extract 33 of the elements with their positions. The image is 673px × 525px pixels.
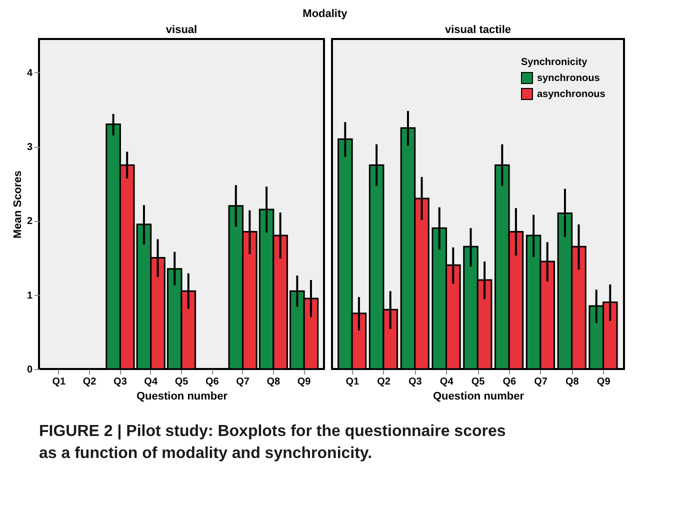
y-tick-label: 2 (26, 216, 33, 228)
legend-label: synchronous (537, 73, 600, 84)
x-tick-label: Q1 (346, 376, 360, 388)
x-tick-label: Q9 (297, 376, 312, 388)
x-tick-label: Q4 (144, 376, 158, 388)
y-tick-label: 3 (26, 142, 33, 154)
x-tick-label: Q5 (471, 376, 486, 388)
legend-title: Synchronicity (521, 57, 588, 68)
x-tick-label: Q7 (534, 376, 548, 388)
x-axis-title: Question number (136, 390, 228, 402)
x-tick-label: Q9 (596, 376, 611, 388)
y-tick-label: 0 (26, 364, 33, 376)
x-tick-label: Q6 (205, 376, 220, 388)
chart-title: visual (166, 24, 198, 36)
x-tick-label: Q4 (440, 376, 454, 388)
x-tick-label: Q3 (408, 376, 422, 388)
chart-title: visual tactile (444, 24, 512, 36)
text: Modality (302, 8, 348, 20)
x-tick-label: Q5 (174, 376, 189, 388)
legend-label: asynchronous (537, 89, 606, 100)
caption: FIGURE 2 | Pilot study: Boxplots for the questionnaire scores as a function of modality and synchronicity. (39, 423, 506, 462)
x-tick-label: Q8 (266, 376, 281, 388)
x-tick-label: Q6 (502, 376, 517, 388)
x-tick-label: Q2 (82, 376, 97, 388)
x-tick-label: Q3 (114, 376, 128, 388)
x-tick-label: Q2 (377, 376, 391, 388)
y-tick-label: 4 (26, 68, 33, 79)
y-axis-title: Mean Scores (12, 170, 24, 238)
x-tick-label: Q8 (566, 376, 580, 388)
x-tick-label: Q7 (236, 376, 250, 388)
x-axis-title: Question number (432, 390, 525, 402)
x-tick-label: Q1 (52, 376, 66, 388)
y-tick-label: 1 (26, 290, 33, 302)
